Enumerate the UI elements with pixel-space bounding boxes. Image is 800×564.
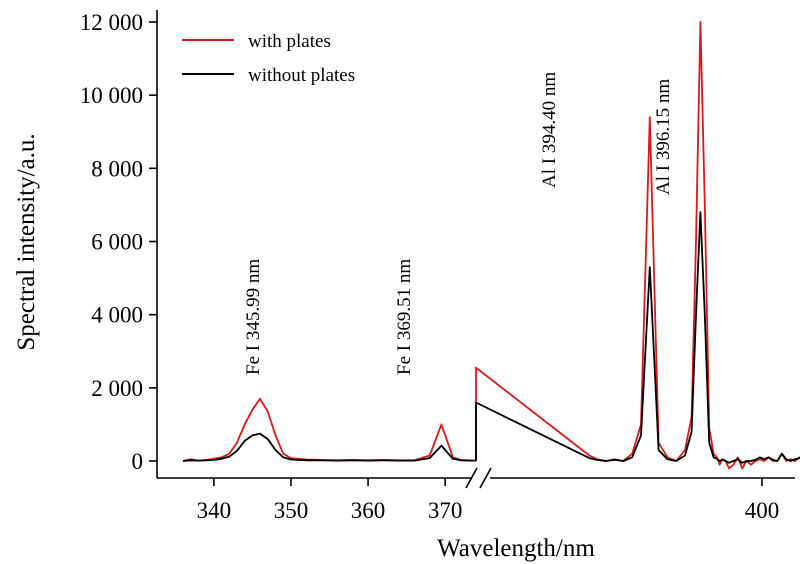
- series-line-with-plates: [182, 21, 800, 470]
- x-tick-label: 340: [197, 498, 232, 523]
- y-tick-label: 8 000: [91, 156, 143, 181]
- y-tick-label: 10 000: [80, 83, 143, 108]
- peak-annotation: Fe I 369.51 nm: [394, 259, 415, 375]
- legend-label-with-plates: with plates: [248, 31, 331, 52]
- axes: 0 2 000 4 000 6 000 8 000 10 000 12 000 340 350 3…: [80, 10, 795, 523]
- y-tick-label: 2 000: [91, 376, 143, 401]
- x-axis-label: Wavelength/nm: [437, 535, 595, 562]
- legend-label-without-plates: without plates: [248, 65, 355, 86]
- axis-break-mark-left: [465, 467, 478, 489]
- y-tick-label: 12 000: [80, 10, 143, 35]
- peak-annotation: Fe I 345.99 nm: [243, 259, 264, 375]
- y-tick-label: 6 000: [91, 230, 143, 255]
- legend: with plates without plates: [182, 31, 355, 86]
- y-tick-label: 0: [132, 449, 144, 474]
- x-tick-label: 360: [351, 498, 386, 523]
- y-tick-label: 4 000: [91, 303, 143, 328]
- peak-annotation: Al I 394.40 nm: [539, 72, 560, 188]
- annotation-layer: Fe I 345.99 nm Fe I 369.51 nm Al I 394.40 …: [243, 72, 674, 375]
- series-line-without-plates: [182, 211, 800, 464]
- series-layer: [182, 21, 800, 470]
- peak-annotation: Al I 396.15 nm: [653, 79, 674, 195]
- x-tick-label: 350: [274, 498, 309, 523]
- x-tick-label: 400: [745, 498, 780, 523]
- x-tick-label: 370: [428, 498, 463, 523]
- y-axis-label: Spectral intensity/a.u.: [13, 133, 40, 350]
- axis-break-mark-right: [479, 467, 492, 489]
